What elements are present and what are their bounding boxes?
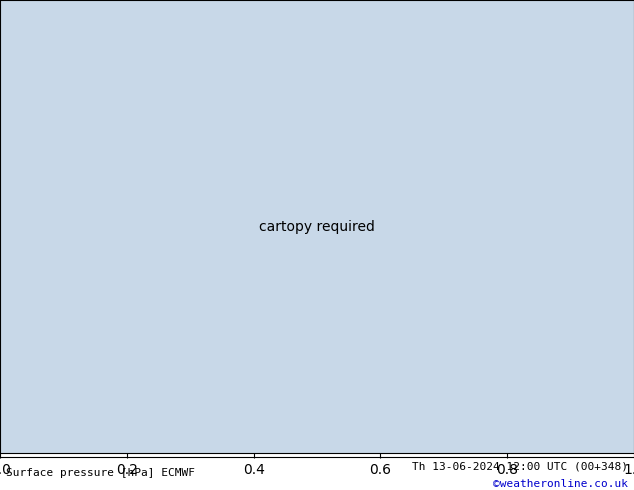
- Text: cartopy required: cartopy required: [259, 220, 375, 234]
- Text: Th 13-06-2024 12:00 UTC (00+348): Th 13-06-2024 12:00 UTC (00+348): [411, 462, 628, 471]
- Text: ©weatheronline.co.uk: ©weatheronline.co.uk: [493, 479, 628, 489]
- Text: Surface pressure [hPa] ECMWF: Surface pressure [hPa] ECMWF: [6, 468, 195, 478]
